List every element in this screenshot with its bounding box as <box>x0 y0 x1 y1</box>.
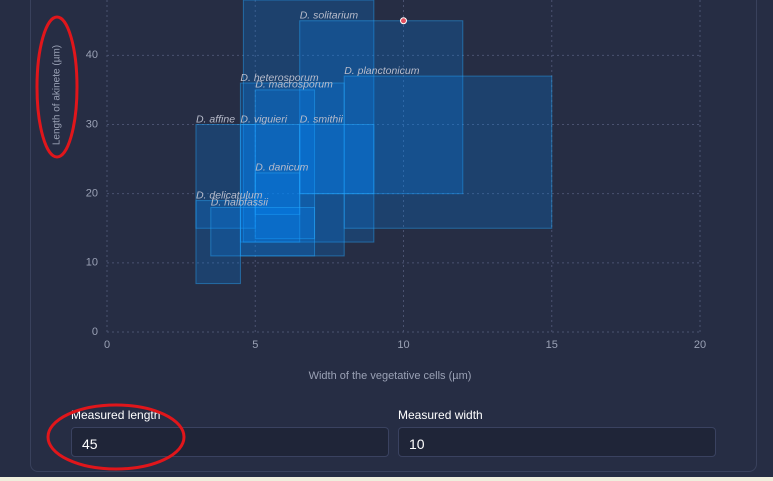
y-tick-label: 20 <box>86 188 98 200</box>
measured-point <box>400 17 407 25</box>
range-box <box>239 82 345 257</box>
field-label: Measured width <box>398 408 483 422</box>
plot-area: 0 10 20 30 40 0 5 10 15 20 D. solitarium D. heteros… <box>86 0 706 351</box>
box-label: D. halbfassii <box>211 196 269 208</box>
y-tick-label: 30 <box>86 118 98 130</box>
field-label: Measured length <box>71 408 161 422</box>
range-box <box>343 75 553 229</box>
bottom-strip <box>0 477 773 481</box>
range-box <box>254 172 301 215</box>
x-tick-label: 20 <box>694 339 706 351</box>
chart: 0 10 20 30 40 0 5 10 15 20 D. solitarium D. heteros… <box>35 0 706 382</box>
y-tick-label: 10 <box>86 257 98 269</box>
box-label: D. viguieri <box>240 113 287 125</box>
box-label: D. solitarium <box>300 10 359 22</box>
x-tick-label: 15 <box>546 339 558 351</box>
range-box <box>195 200 241 285</box>
width-input[interactable]: 10 <box>398 427 716 457</box>
box-label: D. danicum <box>255 162 308 174</box>
range-box <box>239 124 301 243</box>
range-box <box>242 0 375 243</box>
x-tick-label: 10 <box>397 339 409 351</box>
box-label: D. smithii <box>300 113 344 125</box>
range-box <box>254 89 316 240</box>
box-label: D. delicatulum <box>196 189 263 201</box>
x-axis-label: Width of the vegetative cells (µm) <box>309 370 472 382</box>
range-box <box>195 124 256 229</box>
box-label: D. planctonicum <box>344 65 420 77</box>
x-tick-label: 5 <box>252 339 258 351</box>
box-label: D. macrosporum <box>255 79 333 91</box>
box-label: D. heterosporum <box>240 72 318 84</box>
annotation-ellipse <box>35 15 79 159</box>
range-box <box>210 207 316 257</box>
y-tick-label: 0 <box>92 326 98 338</box>
card <box>30 0 757 472</box>
length-input[interactable]: 45 <box>71 427 389 457</box>
y-axis-label: Length of akinete (µm) <box>52 45 63 145</box>
y-tick-label: 40 <box>86 49 98 61</box>
box-label: D. affine <box>196 113 235 125</box>
x-tick-label: 0 <box>104 339 110 351</box>
range-box <box>299 124 375 195</box>
range-box <box>299 20 464 195</box>
